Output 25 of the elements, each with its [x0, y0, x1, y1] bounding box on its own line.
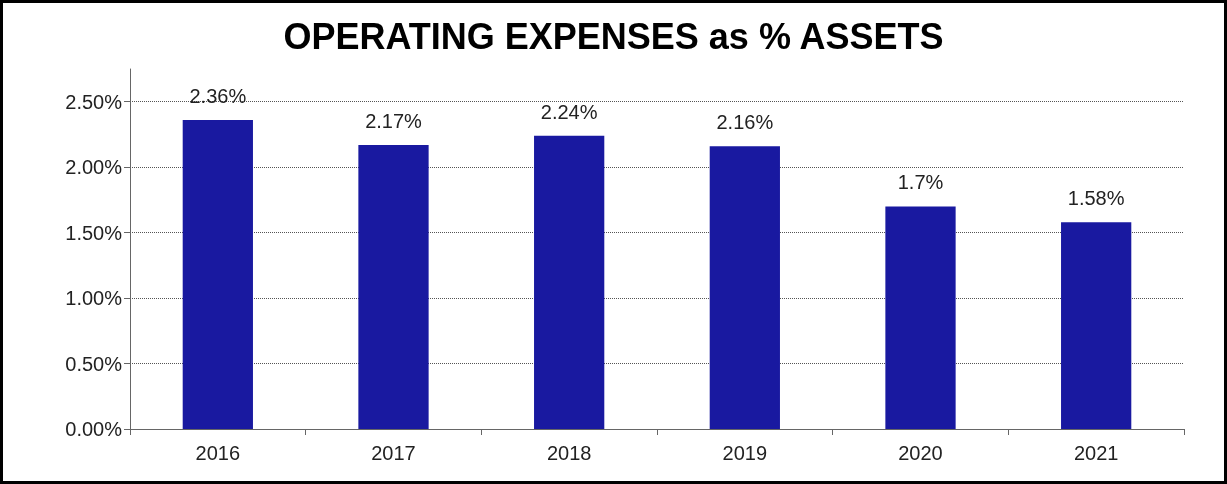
data-label: 2.24% [540, 100, 598, 123]
x-tick-label: 2016 [195, 442, 241, 464]
bar [885, 206, 956, 429]
y-tick-label: 1.00% [65, 287, 123, 310]
x-tick-label: 2020 [898, 442, 943, 464]
y-tick-label: 0.00% [65, 418, 123, 440]
bar [534, 135, 605, 429]
data-label: 2.36% [189, 85, 247, 108]
y-tick-label: 2.00% [65, 156, 123, 179]
bar [1061, 222, 1132, 429]
x-tick-label: 2017 [371, 442, 416, 464]
data-label: 2.16% [716, 111, 774, 134]
y-tick-label: 2.50% [65, 90, 123, 113]
data-label: 1.58% [1067, 187, 1125, 210]
x-tick-label: 2019 [722, 442, 768, 464]
chart-title: OPERATING EXPENSES as % ASSETS [283, 15, 944, 57]
data-label: 1.7% [897, 171, 944, 194]
x-tick-label: 2021 [1073, 442, 1119, 464]
y-tick-label: 1.50% [65, 221, 123, 244]
bar [709, 146, 780, 429]
y-tick-label: 0.50% [65, 352, 123, 375]
x-tick-label: 2018 [546, 442, 592, 464]
bar [358, 144, 429, 429]
bar [182, 120, 253, 429]
data-label: 2.17% [365, 109, 423, 132]
